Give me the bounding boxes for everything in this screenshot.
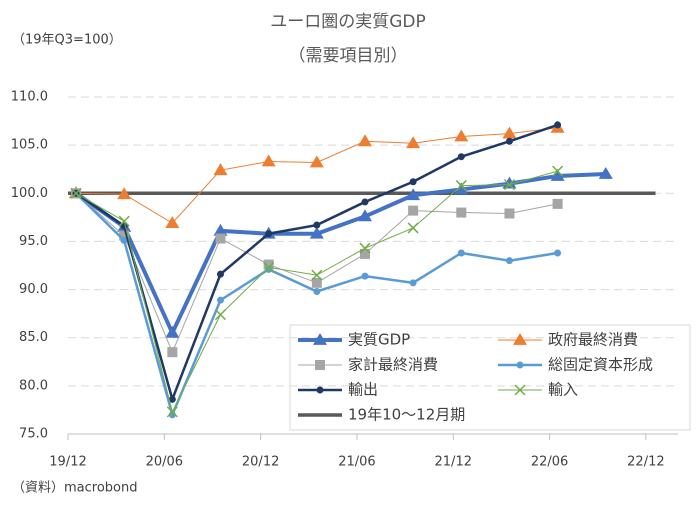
marker <box>408 205 419 216</box>
marker <box>313 333 327 345</box>
marker <box>167 347 178 358</box>
y-tick-label: 105.0 <box>11 138 48 153</box>
marker <box>263 261 275 273</box>
marker <box>313 221 321 229</box>
x-tick-label: 20/06 <box>146 455 183 470</box>
marker <box>165 216 180 229</box>
marker <box>70 187 82 199</box>
y-tick-label: 90.0 <box>19 282 48 297</box>
marker <box>513 333 527 345</box>
marker <box>217 296 224 304</box>
series-line <box>74 172 606 338</box>
marker <box>504 208 515 219</box>
marker <box>117 187 132 200</box>
legend-label: 輸出 <box>348 381 378 399</box>
marker <box>554 121 562 129</box>
marker <box>406 136 421 149</box>
marker <box>213 163 228 176</box>
marker <box>502 126 517 139</box>
marker <box>409 178 417 186</box>
marker <box>456 207 467 218</box>
x-tick-label: 22/06 <box>531 455 568 470</box>
marker <box>315 360 325 370</box>
marker <box>406 188 421 201</box>
marker <box>359 242 371 254</box>
marker <box>359 248 370 259</box>
marker <box>361 272 369 280</box>
x-tick-label: 21/12 <box>435 455 472 470</box>
x-tick-label: 21/06 <box>338 455 375 470</box>
marker <box>457 249 465 257</box>
legend-box <box>289 324 691 431</box>
source: （資料）macrobond <box>12 481 138 496</box>
marker <box>503 179 515 191</box>
marker <box>454 129 469 142</box>
marker <box>554 249 562 257</box>
marker <box>215 233 226 244</box>
marker <box>261 154 276 167</box>
legend-label: 19年10～12月期 <box>348 406 465 424</box>
y-tick-label: 110.0 <box>11 90 48 105</box>
marker <box>598 167 613 179</box>
marker <box>166 406 178 418</box>
chart-subtitle: （需要項目別） <box>289 46 408 66</box>
marker <box>309 155 324 168</box>
marker <box>357 134 372 147</box>
marker <box>311 269 323 281</box>
legend-label: 実質GDP <box>348 331 410 349</box>
marker <box>213 223 228 236</box>
marker <box>313 287 321 295</box>
series-line <box>76 127 558 224</box>
chart-title: ユーロ圏の実質GDP <box>270 12 426 32</box>
marker <box>217 270 224 278</box>
unit-label: （19年Q3=100） <box>12 33 122 48</box>
marker <box>550 168 565 181</box>
marker <box>407 222 419 234</box>
marker <box>514 384 526 396</box>
marker <box>165 325 180 338</box>
marker <box>118 215 130 227</box>
y-tick-label: 85.0 <box>19 330 48 345</box>
marker <box>265 230 273 238</box>
marker <box>505 137 513 145</box>
marker <box>361 198 369 206</box>
marker <box>455 180 467 192</box>
marker <box>214 309 227 321</box>
x-tick-label: 20/12 <box>242 455 279 470</box>
legend-label: 総固定資本形成 <box>548 356 653 374</box>
marker <box>505 257 513 265</box>
marker <box>457 153 465 161</box>
marker <box>516 361 524 369</box>
marker <box>311 277 322 288</box>
legend-label: 輸入 <box>548 381 578 399</box>
x-tick-label: 19/12 <box>49 455 86 470</box>
y-tick-label: 80.0 <box>19 378 48 393</box>
marker <box>409 279 417 287</box>
marker <box>263 259 274 270</box>
marker <box>552 198 563 209</box>
marker <box>309 226 324 239</box>
marker <box>119 230 130 241</box>
marker <box>357 209 372 222</box>
x-tick-label: 22/12 <box>627 455 664 470</box>
marker <box>502 176 517 189</box>
y-tick-label: 100.0 <box>11 186 48 201</box>
marker <box>454 182 469 195</box>
legend-label: 家計最終消費 <box>348 356 438 374</box>
marker <box>168 395 176 403</box>
y-tick-label: 95.0 <box>19 234 48 249</box>
marker <box>316 386 324 394</box>
legend-label: 政府最終消費 <box>548 331 638 349</box>
marker <box>552 165 564 177</box>
y-tick-label: 75.0 <box>19 427 48 442</box>
marker <box>120 236 128 244</box>
